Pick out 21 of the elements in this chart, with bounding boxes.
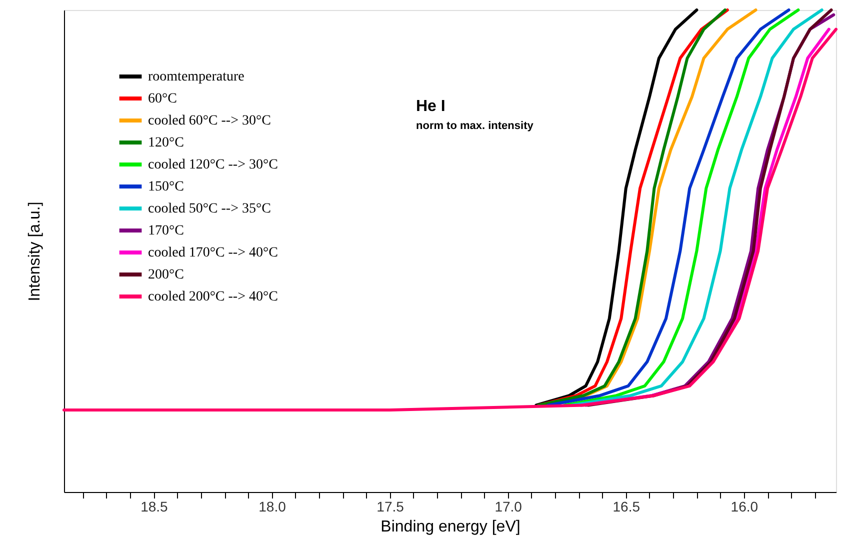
legend-label: cooled 120°C --> 30°C bbox=[148, 158, 278, 172]
x-tick-label: 16.0 bbox=[730, 498, 758, 514]
legend-label: cooled 50°C --> 35°C bbox=[148, 202, 271, 216]
x-tick-label: 18.5 bbox=[140, 498, 168, 514]
x-tick-label: 18.0 bbox=[258, 498, 286, 514]
legend-label: 120°C bbox=[148, 136, 184, 150]
x-tick-label: 16.5 bbox=[612, 498, 640, 514]
x-tick-label: 17.0 bbox=[494, 498, 522, 514]
legend-label: 150°C bbox=[148, 180, 184, 194]
y-axis-title: Intensity [a.u.] bbox=[26, 202, 44, 302]
legend-label: roomtemperature bbox=[148, 70, 244, 84]
legend-label: 60°C bbox=[148, 92, 177, 106]
annotation: He I bbox=[416, 98, 446, 115]
x-axis-title: Binding energy [eV] bbox=[380, 518, 520, 536]
legend-label: 200°C bbox=[148, 268, 184, 282]
legend-label: cooled 60°C --> 30°C bbox=[148, 114, 271, 128]
legend-label: cooled 200°C --> 40°C bbox=[148, 290, 278, 304]
x-tick-label: 17.5 bbox=[376, 498, 404, 514]
legend-label: cooled 170°C --> 40°C bbox=[148, 246, 278, 260]
annotation: norm to max. intensity bbox=[416, 120, 534, 132]
legend-label: 170°C bbox=[148, 224, 184, 238]
